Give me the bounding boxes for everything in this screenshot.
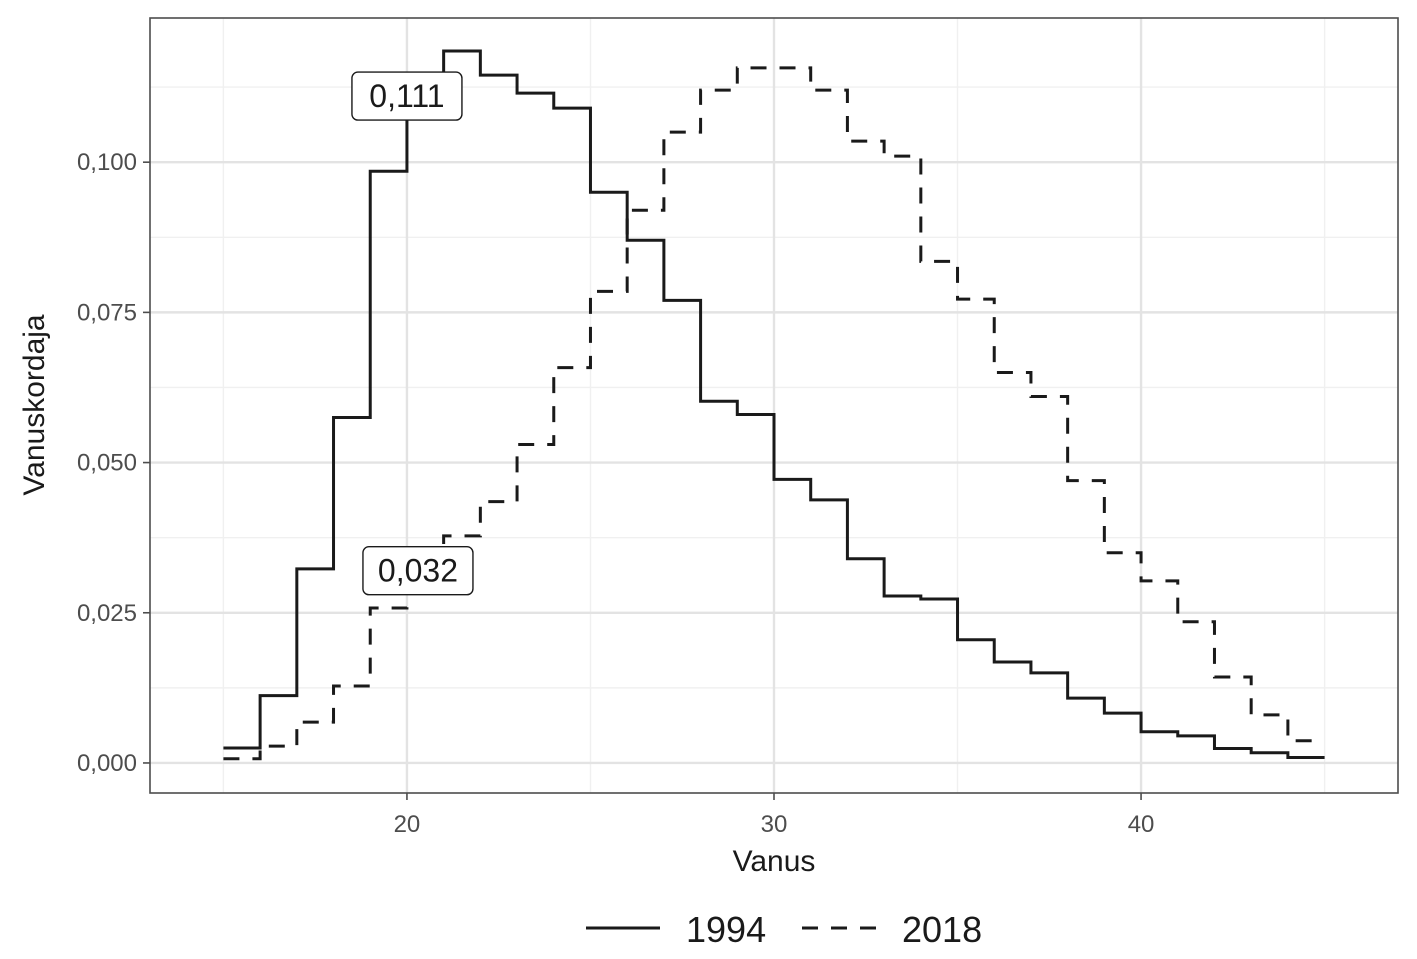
legend-label-1994: 1994	[686, 909, 766, 950]
annotations: 0,111 0,032	[351, 71, 474, 596]
y-tick-label: 0,050	[77, 450, 137, 477]
y-tick-label: 0,025	[77, 600, 137, 627]
grid	[150, 18, 1398, 793]
legend: 1994 2018	[586, 909, 982, 950]
x-tick-label: 20	[394, 811, 421, 838]
y-tick-label: 0,000	[77, 750, 137, 777]
annotation-label: 0,032	[378, 553, 458, 589]
x-tick-label: 30	[761, 811, 788, 838]
x-axis-title: Vanus	[733, 845, 816, 878]
legend-label-2018: 2018	[902, 909, 982, 950]
x-axis-ticks: 20 30 40	[394, 793, 1155, 838]
annotation-label: 0,111	[369, 78, 444, 114]
x-tick-label: 40	[1128, 811, 1155, 838]
y-axis-title: Vanuskordaja	[18, 314, 51, 496]
annotation-box	[351, 71, 463, 121]
annotation-box	[362, 546, 474, 596]
y-tick-label: 0,075	[77, 299, 137, 326]
y-tick-label: 0,100	[77, 149, 137, 176]
y-axis-ticks: 0,000 0,025 0,050 0,075 0,100	[77, 149, 150, 777]
